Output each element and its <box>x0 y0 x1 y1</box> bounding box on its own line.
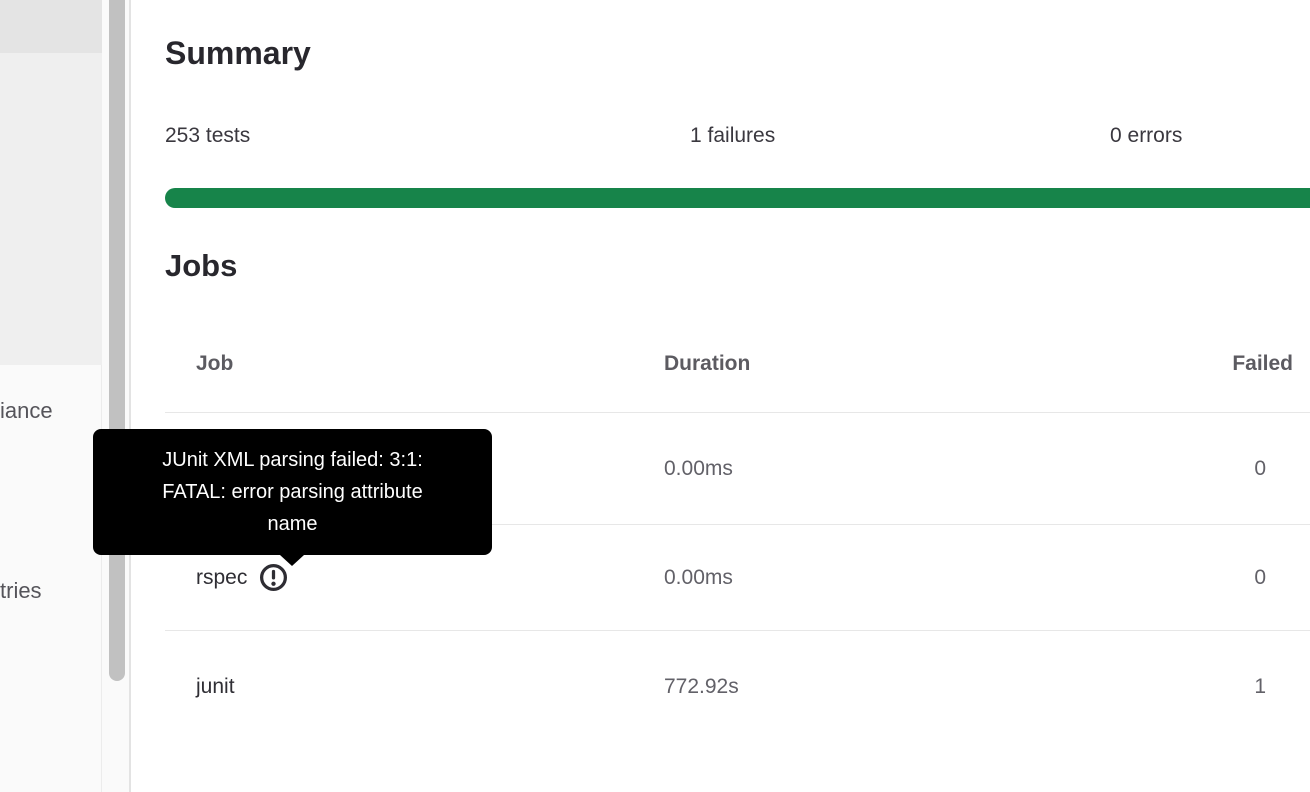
sidebar-divider <box>101 365 102 792</box>
stat-errors: 0 errors <box>1110 124 1183 147</box>
column-header-duration: Duration <box>664 352 751 375</box>
tooltip-text-line: FATAL: error parsing attribute <box>162 481 423 503</box>
alert-circle-icon[interactable] <box>259 563 288 592</box>
jobs-table: Job Duration Failed 0.00ms 0 rspec <box>165 336 1310 743</box>
tooltip-text-line: name <box>267 513 318 535</box>
jobs-heading: Jobs <box>165 248 238 283</box>
sidebar-border <box>129 0 131 792</box>
sidebar: iance tries <box>0 0 131 792</box>
table-row[interactable]: junit 772.92s 1 <box>165 631 1310 743</box>
summary-heading: Summary <box>165 35 311 71</box>
test-progress-bar <box>165 188 1310 208</box>
job-failed-count: 0 <box>1254 456 1266 480</box>
main-content: Summary 253 tests 1 failures 0 errors Jo… <box>131 0 1310 792</box>
tooltip-text-line: JUnit XML parsing failed: 3:1: <box>162 449 423 471</box>
sidebar-item-compliance[interactable]: iance <box>0 398 53 423</box>
sidebar-active-item[interactable] <box>0 0 102 53</box>
job-duration: 772.92s <box>664 675 739 698</box>
sidebar-panel <box>0 53 102 365</box>
column-header-failed: Failed <box>1232 352 1293 375</box>
job-name: rspec <box>196 565 248 589</box>
job-duration: 0.00ms <box>664 456 733 480</box>
test-progress-fill <box>165 188 1310 208</box>
junit-parse-error-tooltip: JUnit XML parsing failed: 3:1: FATAL: er… <box>93 429 492 566</box>
job-duration: 0.00ms <box>664 565 733 589</box>
jobs-table-header: Job Duration Failed <box>165 336 1310 413</box>
table-row[interactable]: rspec 0.00ms 0 <box>165 525 1310 631</box>
job-name-cell: rspec <box>196 563 288 593</box>
job-failed-count: 1 <box>1254 675 1266 698</box>
table-row[interactable]: 0.00ms 0 <box>165 413 1310 525</box>
column-header-job: Job <box>196 352 234 375</box>
sidebar-item-registries[interactable]: tries <box>0 578 42 603</box>
stat-failures: 1 failures <box>690 124 776 147</box>
job-failed-count: 0 <box>1254 565 1266 589</box>
job-name: junit <box>196 675 235 698</box>
scrollbar-thumb[interactable] <box>109 0 125 681</box>
stat-total-tests: 253 tests <box>165 124 251 147</box>
